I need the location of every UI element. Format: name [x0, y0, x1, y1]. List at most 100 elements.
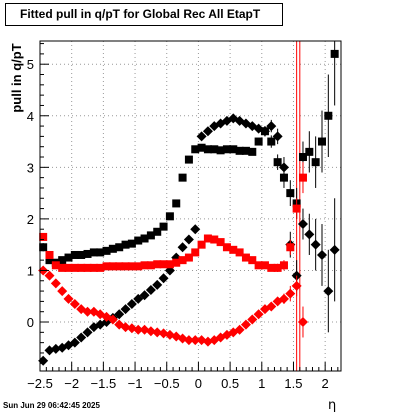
- data-point-diamond: [82, 306, 93, 317]
- data-point-diamond: [190, 224, 201, 235]
- data-point-square: [39, 232, 48, 241]
- y-tick-label: 4: [27, 109, 34, 124]
- data-point-diamond: [278, 293, 289, 304]
- data-point-square: [241, 146, 250, 155]
- data-point-diamond: [126, 298, 137, 309]
- data-point-diamond: [278, 162, 289, 173]
- data-point-diamond: [291, 280, 302, 291]
- data-point-square: [311, 158, 320, 167]
- data-point-square: [108, 262, 117, 271]
- data-point-diamond: [285, 288, 296, 299]
- data-point-square: [298, 173, 307, 182]
- x-tick-label: −2: [64, 376, 79, 391]
- data-point-square: [229, 145, 238, 154]
- data-point-square: [210, 235, 219, 244]
- data-point-square: [248, 256, 257, 265]
- data-point-diamond: [177, 242, 188, 253]
- data-point-square: [165, 212, 174, 221]
- data-point-diamond: [120, 304, 131, 315]
- data-point-square: [216, 146, 225, 155]
- series-1: [38, 113, 340, 366]
- data-point-square: [222, 145, 231, 154]
- data-point-square: [134, 236, 143, 245]
- data-point-square: [134, 262, 143, 271]
- data-point-diamond: [272, 131, 283, 142]
- data-point-square: [222, 243, 231, 252]
- data-point-square: [254, 137, 263, 146]
- data-point-square: [235, 146, 244, 155]
- data-point-diamond: [145, 326, 156, 337]
- data-point-square: [254, 261, 263, 270]
- data-point-square: [121, 262, 130, 271]
- data-point-square: [292, 204, 301, 213]
- x-axis-label: η: [328, 398, 337, 413]
- chart-title: Fitted pull in q/pT for Global Rec All E…: [5, 3, 283, 26]
- y-tick-label: 1: [27, 263, 34, 278]
- x-tick-label: −2.5: [27, 376, 53, 391]
- data-point-diamond: [253, 309, 264, 320]
- data-point-square: [153, 260, 162, 269]
- data-point-square: [89, 248, 98, 257]
- y-tick-label: 3: [27, 160, 34, 175]
- data-point-square: [165, 260, 174, 269]
- data-point-square: [159, 260, 168, 269]
- data-point-square: [102, 262, 111, 271]
- data-point-square: [64, 263, 73, 272]
- data-point-square: [45, 250, 54, 259]
- data-point-square: [127, 239, 136, 248]
- data-point-square: [248, 147, 257, 156]
- data-point-square: [96, 248, 105, 257]
- data-point-square: [178, 256, 187, 265]
- series-3: [38, 265, 308, 347]
- x-tick-label: −1: [128, 376, 143, 391]
- data-point-diamond: [44, 270, 55, 281]
- data-point-square: [241, 253, 250, 262]
- data-point-square: [330, 49, 339, 58]
- data-point-diamond: [234, 324, 245, 335]
- data-point-square: [39, 243, 48, 252]
- series-2: [39, 162, 307, 272]
- data-point-diamond: [152, 327, 163, 338]
- data-point-square: [102, 246, 111, 255]
- x-tick-label: 2: [322, 376, 329, 391]
- data-point-square: [273, 158, 282, 167]
- y-tick-label: 0: [27, 315, 34, 330]
- data-point-square: [172, 199, 181, 208]
- data-point-diamond: [158, 273, 169, 284]
- data-point-square: [64, 253, 73, 262]
- data-point-square: [191, 145, 200, 154]
- data-point-square: [191, 248, 200, 257]
- x-tick-label: 1.5: [284, 376, 302, 391]
- x-tick-label: 1: [258, 376, 265, 391]
- data-point-square: [140, 261, 149, 270]
- data-point-square: [279, 261, 288, 270]
- data-point-square: [267, 137, 276, 146]
- data-point-diamond: [304, 229, 315, 240]
- plot-frame: [39, 40, 342, 372]
- series-0: [39, 41, 339, 267]
- data-point-square: [298, 153, 307, 162]
- data-point-square: [317, 137, 326, 146]
- data-point-square: [83, 249, 92, 258]
- data-point-square: [83, 263, 92, 272]
- data-point-diamond: [76, 332, 87, 343]
- data-point-square: [70, 250, 79, 259]
- data-point-square: [235, 248, 244, 257]
- data-point-square: [127, 262, 136, 271]
- data-point-diamond: [69, 298, 80, 309]
- data-point-diamond: [139, 290, 150, 301]
- data-point-square: [203, 145, 212, 154]
- x-tick-label: −1.5: [91, 376, 117, 391]
- data-point-square: [286, 189, 295, 198]
- data-point-square: [146, 261, 155, 270]
- x-tick-label: −0.5: [154, 376, 180, 391]
- data-point-square: [229, 245, 238, 254]
- data-point-square: [96, 263, 105, 272]
- data-point-square: [77, 263, 86, 272]
- data-point-square: [260, 261, 269, 270]
- data-point-square: [89, 263, 98, 272]
- data-point-square: [159, 222, 168, 231]
- data-point-diamond: [310, 239, 321, 250]
- data-point-square: [121, 240, 130, 249]
